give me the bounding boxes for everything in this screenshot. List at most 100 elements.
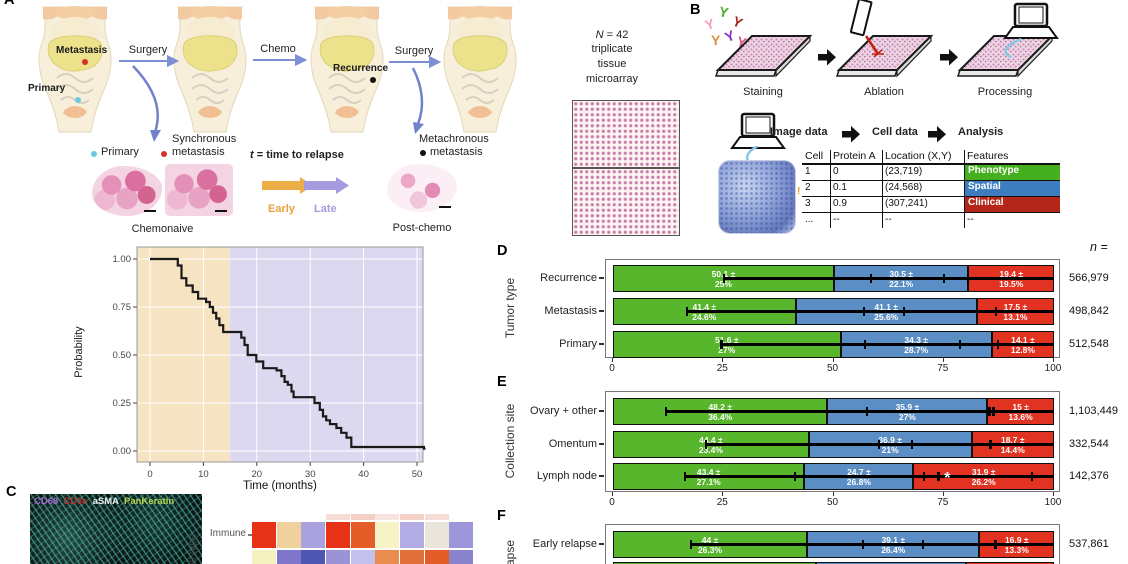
error-bar xyxy=(863,310,1054,313)
error-bar xyxy=(867,410,1054,413)
slide-staining xyxy=(715,35,811,77)
bar-segment-label: 18.7 ±14.4% xyxy=(1000,435,1025,455)
table-cell: 0.9 xyxy=(833,198,847,209)
table-cell: ... xyxy=(805,214,814,225)
bar-row: 51.6 ±27% 34.3 ±28.7% 14.1 ±12.8% xyxy=(613,331,1054,358)
table-row-rule xyxy=(802,196,1060,197)
heatmap-header-cell xyxy=(424,514,449,520)
heatmap-cell xyxy=(400,550,425,564)
heatmap-cell xyxy=(326,522,351,548)
bar-axis-tick xyxy=(942,492,944,496)
km-x-tick: 40 xyxy=(358,469,369,480)
legend-primary-label: Primary xyxy=(101,146,139,158)
bar-axis-tick xyxy=(612,358,614,362)
tissue-microarray-image-1 xyxy=(572,100,680,168)
heatmap-cell xyxy=(301,522,326,548)
bar-segment xyxy=(613,562,816,564)
tissue-microarray-image-2 xyxy=(572,168,680,236)
significance-star: * xyxy=(944,470,951,487)
heatmap-row-tick xyxy=(248,534,252,536)
flow-image-data-label: Image data xyxy=(770,126,828,138)
legend-synchronous-dot xyxy=(161,151,167,157)
bar-axis-tick xyxy=(1053,358,1055,362)
error-bar-cap xyxy=(722,274,725,283)
error-bar-cap xyxy=(877,440,881,449)
bar-axis-tick xyxy=(832,492,834,496)
primary-label: Primary xyxy=(28,83,66,94)
bar-n-value: 512,548 xyxy=(1069,338,1109,350)
early-late-arrow xyxy=(262,177,349,194)
bar-segment-label: 14.1 ±12.8% xyxy=(1010,335,1035,355)
bar-plot-box: 44 ±26.3% 39.1 ±26.4% 16.9 ±13.3% xyxy=(605,524,1060,564)
error-bar-cap xyxy=(690,540,693,549)
early-label: Early xyxy=(268,203,295,215)
km-ylabel: Probability xyxy=(73,326,85,378)
flow-cell-data-label: Cell data xyxy=(872,126,918,138)
legend-metachronous-line2: metastasis xyxy=(430,146,483,158)
heatmap-cell xyxy=(375,522,400,548)
bar-category-label: Lymph node xyxy=(536,470,597,482)
error-bar xyxy=(687,310,905,313)
bar-segment-label: 15 ±13.6% xyxy=(1008,402,1033,422)
if-marker-pankeratin: PanKeratin xyxy=(124,496,175,507)
error-bar-cap xyxy=(862,540,865,549)
bar-n-value: 537,861 xyxy=(1069,538,1109,550)
bar-segment-label: 51.6 ±27% xyxy=(714,335,739,355)
error-bar-cap xyxy=(995,307,998,316)
if-marker-asma: aSMA xyxy=(92,496,119,507)
error-bar xyxy=(665,410,990,413)
tma-note-line-4: microarray xyxy=(586,73,638,85)
error-bar xyxy=(691,543,923,546)
bar-row xyxy=(613,562,1054,564)
cell-data-table: Cell Protein A Location (X,Y) Features 1 0 (23… xyxy=(802,150,1060,230)
bar-axis-tick-label: 75 xyxy=(937,363,949,374)
error-bar-cap xyxy=(967,274,970,283)
table-cell: 0.1 xyxy=(833,182,847,193)
heatmap-cell xyxy=(252,522,277,548)
table-header-rule xyxy=(802,163,1060,165)
table-cell: (24,568) xyxy=(885,182,923,193)
km-x-tick: 20 xyxy=(252,469,263,480)
chemonaive-histology-2 xyxy=(165,164,233,216)
heatmap-cell xyxy=(424,522,449,548)
table-cell: -- xyxy=(967,214,974,225)
heatmap-cell xyxy=(326,550,351,564)
table-header: Protein A xyxy=(833,150,876,162)
bar-category-tick xyxy=(599,475,604,477)
heatmap-ylabel: Cell type xyxy=(187,533,199,564)
table-feature-cell: Spatial xyxy=(965,181,1060,196)
arrow-right-icon xyxy=(928,126,946,143)
bar-n-value: 142,376 xyxy=(1069,470,1109,482)
bar-segment-label: 35.9 ±27% xyxy=(895,402,920,422)
bar-category-label: Omentum xyxy=(548,438,597,450)
km-survival-plot: 0 10 20 30 40 50 1.00 0.75 0.50 0.25 0.00 Time (mon… xyxy=(113,246,426,492)
step-label-surgery-2: Surgery xyxy=(394,45,434,57)
chemonaive-caption: Chemonaive xyxy=(131,223,194,235)
error-bar xyxy=(995,543,1054,546)
arrow-right-icon xyxy=(842,126,860,143)
heatmap-header-cell xyxy=(350,514,375,520)
error-bar-cap xyxy=(704,440,707,449)
error-bar xyxy=(938,475,1054,478)
celltype-heatmap xyxy=(252,514,474,564)
if-marker-cd68: CD68 xyxy=(34,496,59,507)
panel-a-arrows xyxy=(119,53,442,142)
error-bar-cap xyxy=(720,340,723,349)
laptop-icon xyxy=(1003,2,1059,58)
panel-c-letter: C xyxy=(6,484,17,500)
bar-axis-tick xyxy=(832,358,834,362)
bar-segment-label: 41.1 ±25.6% xyxy=(874,302,899,322)
bar-row: 41.4 ±24.6% 41.1 ±25.6% 17.5 ±13.1% xyxy=(613,298,1054,325)
bar-category-tick xyxy=(599,343,604,345)
legend-synchronous-line1: Synchronous xyxy=(172,133,237,145)
error-bar-cap xyxy=(994,540,997,549)
legend-metachronous-dot xyxy=(420,150,426,156)
panel-b-letter: B xyxy=(690,2,701,18)
scale-bar xyxy=(144,209,156,212)
table-cell: 0 xyxy=(833,166,839,177)
panel-d-letter: D xyxy=(497,243,508,259)
heatmap-cell xyxy=(276,522,301,548)
bar-category-tick xyxy=(599,443,604,445)
bar-segment-label: 43.4 ±27.1% xyxy=(696,467,721,487)
